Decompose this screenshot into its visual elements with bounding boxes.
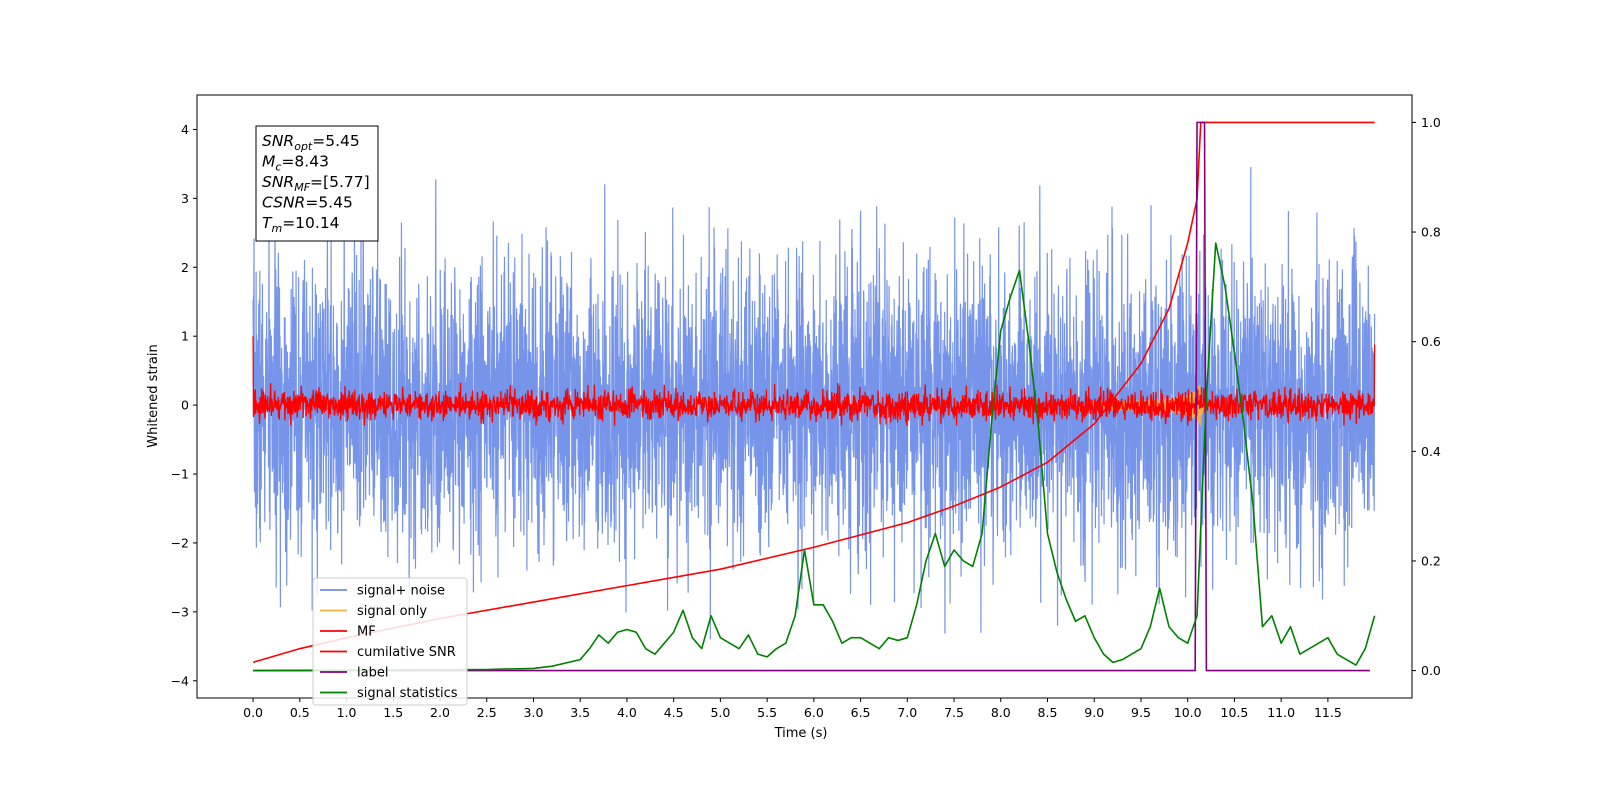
x-tick-label: 2.0 bbox=[430, 705, 450, 720]
legend-label: label bbox=[357, 666, 388, 681]
y-axis-right: 0.0 0.2 0.4 0.6 0.8 1.0 bbox=[1412, 115, 1441, 678]
x-axis-label: Time (s) bbox=[774, 726, 828, 741]
y-tick-label: 2 bbox=[181, 260, 189, 275]
annotation-line: SNRopt=5.45 bbox=[262, 132, 360, 153]
x-tick-label: 10.0 bbox=[1174, 705, 1202, 720]
y2-tick-label: 0.2 bbox=[1421, 553, 1441, 568]
x-tick-label: 7.5 bbox=[944, 705, 964, 720]
legend-label: cumilative SNR bbox=[357, 645, 456, 660]
x-tick-label: 2.5 bbox=[477, 705, 497, 720]
x-tick-label: 4.5 bbox=[664, 705, 684, 720]
series-mf bbox=[252, 336, 1376, 426]
y2-tick-label: 0.6 bbox=[1421, 334, 1441, 349]
x-tick-label: 6.5 bbox=[851, 705, 871, 720]
legend-label: signal statistics bbox=[357, 686, 458, 701]
x-tick-label: 1.5 bbox=[383, 705, 403, 720]
legend-label: MF bbox=[357, 625, 376, 640]
x-tick-label: 0.5 bbox=[290, 705, 310, 720]
annotation-line: Mc=8.43 bbox=[262, 153, 329, 174]
y-tick-label: −4 bbox=[171, 673, 189, 688]
x-tick-label: 0.0 bbox=[243, 705, 263, 720]
y2-tick-label: 1.0 bbox=[1421, 115, 1441, 130]
y-axis-label: Whitened strain bbox=[146, 344, 161, 447]
x-tick-label: 5.0 bbox=[710, 705, 730, 720]
y2-tick-label: 0.0 bbox=[1421, 663, 1441, 678]
y2-tick-label: 0.4 bbox=[1421, 444, 1441, 459]
x-tick-label: 9.5 bbox=[1131, 705, 1151, 720]
x-tick-label: 10.5 bbox=[1221, 705, 1249, 720]
legend: signal+ noise signal only MF cumilative SNR… bbox=[312, 577, 468, 706]
x-tick-label: 3.5 bbox=[570, 705, 590, 720]
x-tick-label: 7.0 bbox=[897, 705, 917, 720]
x-tick-label: 11.0 bbox=[1267, 705, 1295, 720]
x-tick-label: 5.5 bbox=[757, 705, 777, 720]
y-tick-label: 3 bbox=[181, 191, 189, 206]
x-tick-label: 8.5 bbox=[1038, 705, 1058, 720]
x-tick-label: 11.5 bbox=[1314, 705, 1342, 720]
x-tick-label: 4.0 bbox=[617, 705, 637, 720]
y-tick-label: 0 bbox=[181, 398, 189, 413]
series-signal-statistics bbox=[253, 242, 1376, 672]
y-tick-label: −3 bbox=[171, 604, 189, 619]
x-tick-label: 8.0 bbox=[991, 705, 1011, 720]
plot-frame bbox=[196, 94, 1413, 699]
y-tick-label: 1 bbox=[181, 329, 189, 344]
series-label bbox=[253, 121, 1370, 672]
y-tick-label: −2 bbox=[171, 535, 189, 550]
annotation-line: CSNR=5.45 bbox=[262, 194, 353, 212]
x-tick-label: 1.0 bbox=[337, 705, 357, 720]
x-tick-label: 3.0 bbox=[524, 705, 544, 720]
x-tick-label: 9.0 bbox=[1084, 705, 1104, 720]
annotation-line: Tm=10.14 bbox=[262, 214, 340, 235]
x-axis: 0.0 0.5 1.0 1.5 2.0 2.5 3.0 3.5 4.0 4.5 5.0 5.5 6.0 6… bbox=[243, 698, 1342, 720]
y-tick-label: −1 bbox=[171, 467, 189, 482]
y-tick-label: 4 bbox=[181, 122, 189, 137]
y2-tick-label: 0.8 bbox=[1421, 225, 1441, 240]
legend-label: signal only bbox=[357, 604, 427, 619]
y-axis-left: −4 −3 −2 −1 0 1 2 3 4 bbox=[171, 122, 197, 688]
legend-label: signal+ noise bbox=[357, 584, 445, 599]
series-signal-noise bbox=[252, 166, 1376, 640]
x-tick-label: 6.0 bbox=[804, 705, 824, 720]
annotation-line: SNRMF=[5.77] bbox=[262, 173, 370, 194]
